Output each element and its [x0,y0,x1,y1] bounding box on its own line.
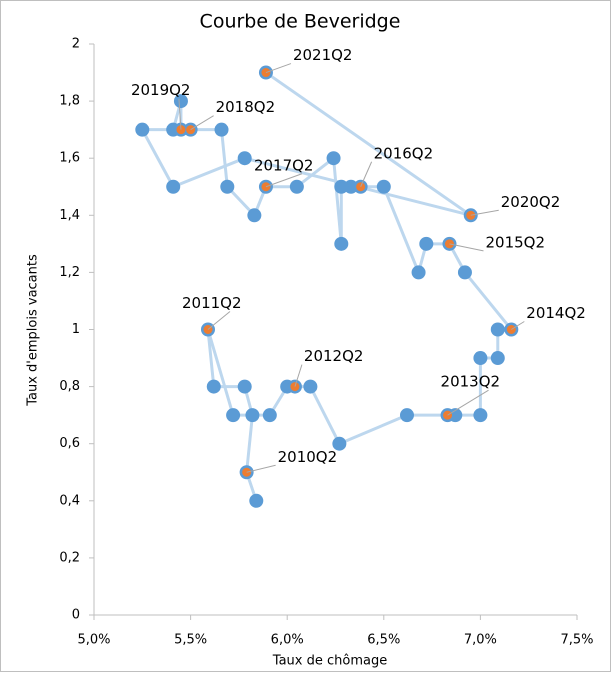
point [411,265,426,280]
point [166,179,181,194]
point [289,179,304,194]
point [419,236,434,251]
x-tick-label: 7,5% [560,633,593,648]
point [245,408,260,423]
leader-line [470,209,499,216]
y-tick-label: 1 [72,322,80,337]
point [173,94,188,109]
y-axis-label: Taux d'emplois vacants [26,254,41,407]
point-label: 2015Q2 [485,233,545,251]
point [214,122,229,137]
point [226,408,241,423]
point [237,151,252,166]
point [326,151,341,166]
leader-line [447,389,489,416]
x-axis-label: Taux de chômage [272,654,387,669]
point [334,236,349,251]
point [448,408,463,423]
point [376,179,391,194]
point [332,436,347,451]
y-tick-label: 1,6 [59,151,80,166]
leader-line [207,311,231,330]
leader-line [360,161,373,187]
point [247,208,262,223]
y-tick-label: 2 [72,37,80,52]
point-label: 2012Q2 [304,347,364,365]
point-label: 2021Q2 [293,46,353,64]
chart-title: Courbe de Beveridge [200,11,401,33]
leader-line [190,115,214,131]
point-label: 2017Q2 [254,156,314,174]
point [237,379,252,394]
x-tick-label: 6,5% [367,633,400,648]
point [249,493,264,508]
point-label: 2010Q2 [278,448,338,466]
point-label: 2018Q2 [216,98,276,116]
leader-line [265,173,303,188]
x-tick-label: 5,5% [174,633,207,648]
leader-line [265,63,292,74]
point [473,408,488,423]
point [206,379,221,394]
point [135,122,150,137]
point [334,179,349,194]
point [262,408,277,423]
y-tick-label: 0,4 [59,493,80,508]
point-label: 2020Q2 [501,193,561,211]
y-tick-label: 1,4 [59,208,80,223]
point-label: 2014Q2 [526,304,586,322]
y-tick-label: 0,2 [59,550,80,565]
point [473,351,488,366]
point [303,379,318,394]
point-label: 2016Q2 [374,144,434,162]
x-tick-label: 7,0% [464,633,497,648]
point [220,179,235,194]
leader-line [246,464,276,473]
y-tick-label: 1,2 [59,265,80,280]
y-tick-label: 0,8 [59,379,80,394]
point-label: 2013Q2 [441,373,501,391]
point [343,179,358,194]
point [490,351,505,366]
x-tick-label: 6,0% [271,633,304,648]
point [490,322,505,337]
leader-line [449,243,484,252]
point-label: 2019Q2 [131,81,191,99]
leader-line [511,321,525,330]
leader-line [294,364,303,387]
point [399,408,414,423]
x-tick-label: 5,0% [77,633,110,648]
point-label: 2011Q2 [182,294,242,312]
y-tick-label: 0,6 [59,436,80,451]
y-tick-label: 1,8 [59,94,80,109]
point [457,265,472,280]
y-tick-label: 0 [72,608,80,623]
leader-line [178,98,182,130]
